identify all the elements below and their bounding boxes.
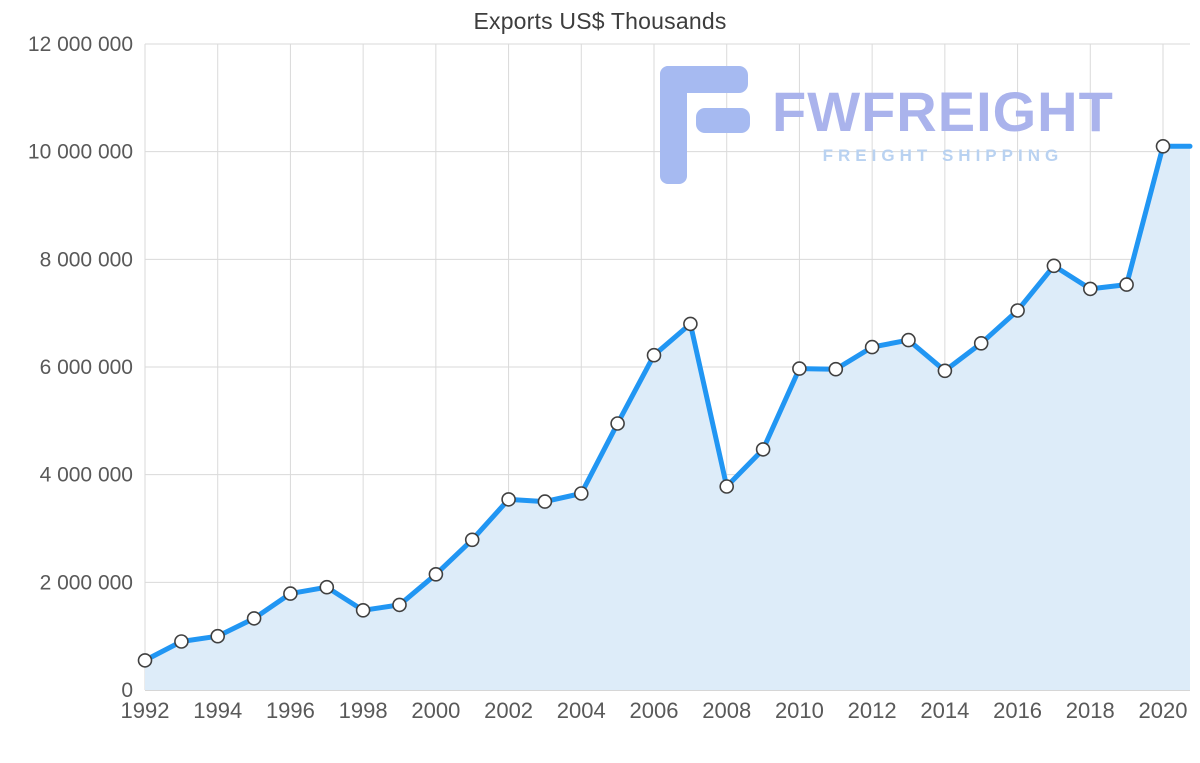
data-point-marker[interactable]	[610, 416, 625, 431]
data-point-marker[interactable]	[174, 634, 189, 649]
data-point-marker[interactable]	[1155, 139, 1171, 154]
data-point-marker[interactable]	[828, 361, 844, 377]
data-point-marker[interactable]	[937, 363, 953, 379]
x-axis-tick-label: 2004	[557, 698, 606, 723]
data-point-marker[interactable]	[1119, 277, 1134, 292]
x-axis-tick-label: 2002	[484, 698, 533, 723]
x-axis-tick-label: 2016	[993, 698, 1042, 723]
data-point-marker[interactable]	[792, 361, 807, 376]
x-axis-tick-label: 2018	[1066, 698, 1115, 723]
y-axis-tick-label: 8 000 000	[40, 248, 133, 271]
x-axis-tick-label: 1994	[193, 698, 242, 723]
x-axis-tick-label: 2014	[920, 698, 969, 723]
series-area-fill	[145, 146, 1190, 691]
data-point-marker[interactable]	[210, 628, 225, 644]
data-point-marker[interactable]	[392, 597, 407, 613]
y-axis-tick-label: 12 000 000	[28, 33, 133, 56]
data-point-marker[interactable]	[719, 479, 735, 494]
x-axis-tick-label: 1992	[121, 698, 170, 723]
x-axis-tick-label: 1998	[339, 698, 388, 723]
data-point-marker[interactable]	[1046, 258, 1062, 274]
x-axis-tick-label: 2020	[1139, 698, 1188, 723]
data-point-marker[interactable]	[683, 316, 698, 332]
x-axis-tick-label: 2010	[775, 698, 824, 723]
data-point-marker[interactable]	[246, 611, 262, 626]
x-axis-tick-label: 2008	[702, 698, 751, 723]
data-point-marker[interactable]	[755, 442, 771, 457]
data-point-marker[interactable]	[901, 332, 916, 348]
x-axis-tick-label: 2006	[630, 698, 679, 723]
data-point-marker[interactable]	[428, 566, 444, 582]
y-axis-tick-label: 4 000 000	[40, 464, 133, 487]
y-axis-tick-label: 10 000 000	[28, 141, 133, 164]
y-axis-tick-label: 6 000 000	[40, 356, 133, 379]
y-axis-tick-label: 0	[121, 679, 133, 702]
data-point-marker[interactable]	[973, 335, 989, 351]
data-point-marker[interactable]	[319, 579, 335, 595]
x-axis-tick-label: 2012	[848, 698, 897, 723]
data-point-marker[interactable]	[573, 486, 589, 501]
data-point-marker[interactable]	[501, 492, 516, 507]
x-axis-tick-label: 1996	[266, 698, 315, 723]
data-point-marker[interactable]	[864, 339, 880, 355]
data-point-marker[interactable]	[137, 653, 153, 668]
chart-title: Exports US$ Thousands	[473, 8, 727, 34]
y-axis-tick-label: 2 000 000	[40, 571, 133, 594]
data-point-marker[interactable]	[283, 586, 298, 601]
data-point-marker[interactable]	[1010, 303, 1025, 318]
x-axis-tick-label: 2000	[411, 698, 460, 723]
data-point-marker[interactable]	[537, 494, 553, 509]
data-point-marker[interactable]	[646, 347, 662, 363]
data-point-marker[interactable]	[355, 602, 371, 618]
data-point-marker[interactable]	[1083, 281, 1098, 297]
data-point-marker[interactable]	[464, 532, 480, 548]
